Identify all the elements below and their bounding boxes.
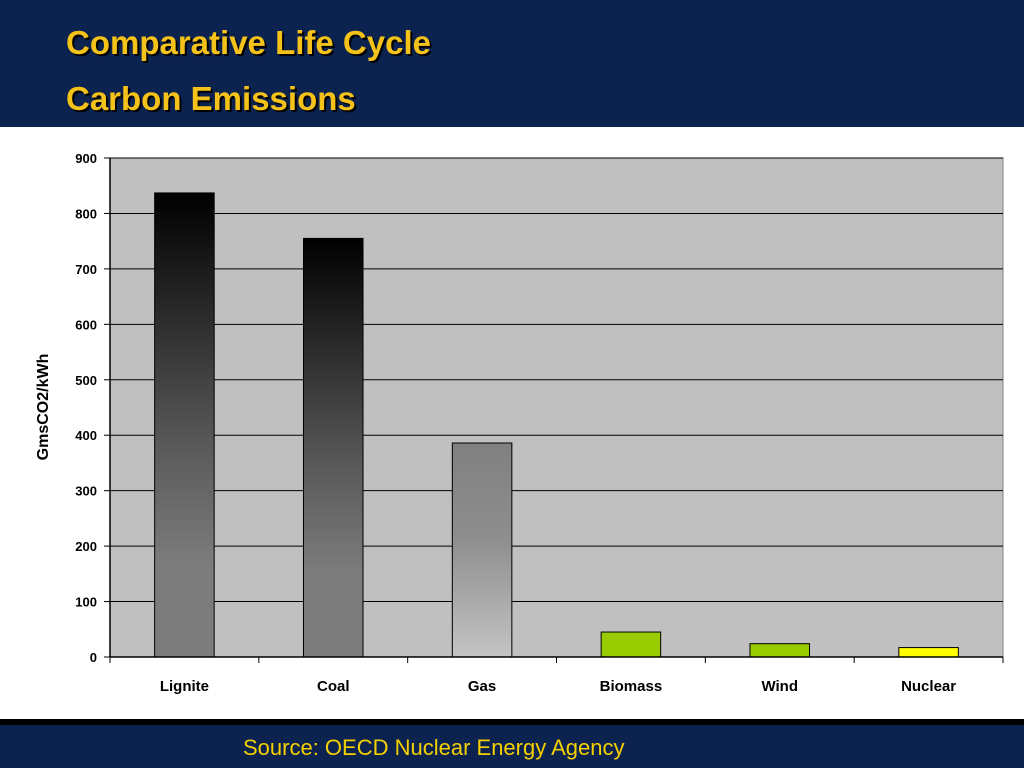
emissions-bar-chart: 0 100 200 300 400 500 600 700 800 900 Lignite Coal G… — [35, 151, 1004, 695]
bar-biomass — [600, 631, 662, 658]
bar-nuclear — [898, 647, 959, 658]
bar-wind — [749, 643, 811, 658]
x-tick-label: Nuclear — [901, 678, 956, 695]
title-banner: Comparative Life Cycle Carbon Emissions — [0, 0, 1024, 127]
bar-lignite — [154, 192, 215, 658]
y-tick-label: 300 — [75, 484, 97, 499]
y-tick-label: 200 — [75, 539, 97, 554]
x-tick-label: Biomass — [600, 678, 663, 695]
plot-area — [109, 157, 1004, 658]
x-tick-label: Gas — [468, 678, 496, 695]
y-tick-label: 400 — [75, 428, 97, 443]
source-note: Source: OECD Nuclear Energy Agency — [243, 735, 625, 760]
y-tick-label: 800 — [75, 206, 97, 221]
axes — [104, 157, 1004, 663]
page-title-line-1: Comparative Life Cycle — [66, 24, 431, 61]
bars — [154, 192, 959, 658]
y-tick-label: 100 — [75, 595, 97, 610]
y-tick-label: 600 — [75, 317, 97, 332]
y-tick-label: 0 — [90, 650, 97, 665]
source-banner: Source: OECD Nuclear Energy Agency — [0, 725, 1024, 768]
page-title-line-2: Carbon Emissions — [66, 80, 356, 117]
axis-labels: 0 100 200 300 400 500 600 700 800 900 Lignite Coal G… — [75, 151, 956, 695]
bar-gas — [451, 442, 513, 658]
gridlines — [110, 157, 1003, 603]
x-tick-label: Coal — [317, 678, 350, 695]
bar-coal — [302, 237, 364, 658]
x-tick-label: Wind — [761, 678, 798, 695]
y-tick-label: 900 — [75, 151, 97, 166]
y-tick-label: 500 — [75, 373, 97, 388]
y-tick-label: 700 — [75, 262, 97, 277]
y-axis-title: GmsCO2/kWh — [35, 354, 52, 461]
x-tick-label: Lignite — [160, 678, 209, 695]
footer-divider — [0, 719, 1024, 725]
